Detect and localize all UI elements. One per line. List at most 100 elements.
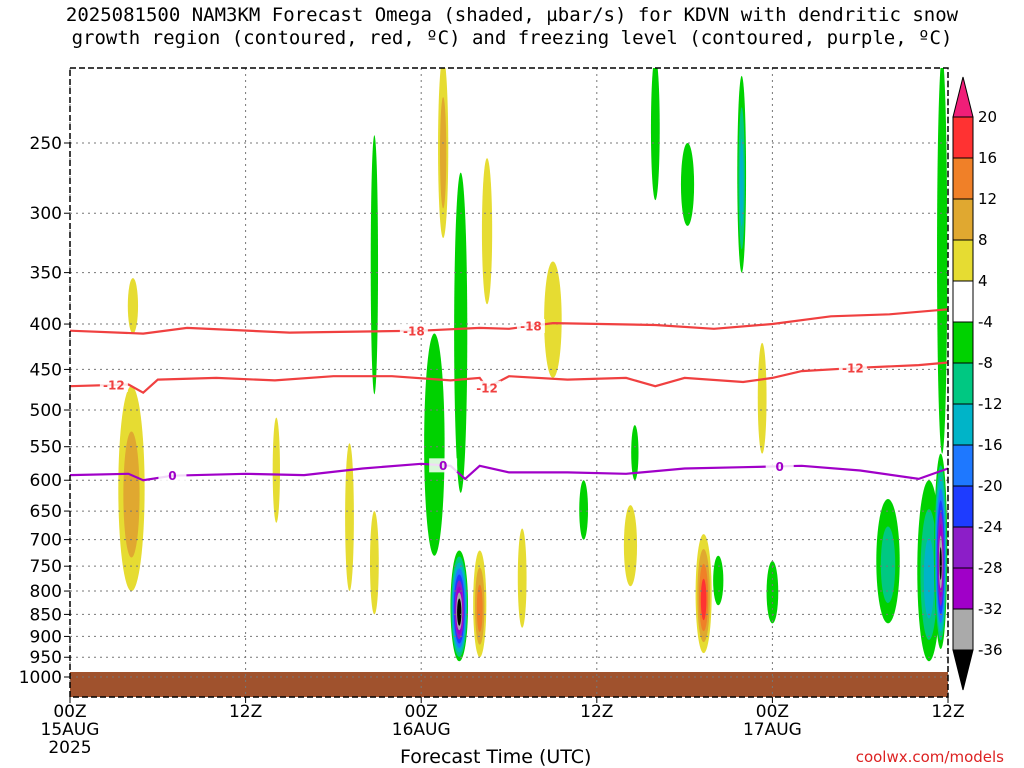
ytick-label: 900 [30, 627, 62, 647]
colorbar-bin [952, 239, 974, 282]
contour-line [70, 361, 948, 395]
contour-label: -12 [842, 362, 864, 376]
colorbar-bin [952, 198, 974, 241]
colorbar-bin [952, 567, 974, 610]
omega-shade [123, 431, 140, 558]
title-line-1: 2025081500 NAM3KM Forecast Omega (shaded… [65, 4, 959, 26]
omega-shade [439, 97, 447, 209]
omega-cell [631, 425, 639, 481]
title-line-2: growth region (contoured, red, ºC) and f… [71, 27, 953, 49]
ytick-label: 500 [30, 401, 62, 421]
contour-line [70, 462, 948, 482]
omega-shade [544, 261, 562, 378]
omega-cell [272, 417, 280, 523]
ytick-label: 450 [30, 360, 62, 380]
omega-cell [766, 561, 779, 624]
omega-shade [127, 278, 139, 334]
contour-label: 0 [168, 469, 176, 483]
omega-shade [739, 138, 744, 227]
x-axis-title: Forecast Time (UTC) [400, 746, 592, 768]
omega-cell [481, 158, 493, 305]
omega-cell [579, 480, 589, 540]
omega-cell [127, 278, 139, 334]
omega-shade [481, 158, 493, 305]
omega-cell [517, 528, 527, 628]
ytick-label: 250 [30, 134, 62, 154]
omega-cell [544, 261, 562, 378]
chart-title: 2025081500 NAM3KM Forecast Omega (shaded… [0, 4, 1024, 50]
xtick-label: 00Z [53, 702, 86, 722]
ytick-label: 800 [30, 582, 62, 602]
colorbar-bin [952, 362, 974, 405]
contour-label-bg [765, 459, 794, 474]
ytick-label: 850 [30, 605, 62, 625]
colorbar-tick-label: -8 [978, 354, 993, 372]
colorbar-bin [952, 485, 974, 528]
omega-cell [680, 143, 695, 226]
omega-shade [476, 584, 483, 633]
omega-cell [757, 342, 767, 454]
contour-label: -12 [476, 381, 498, 395]
contour-label-bg [399, 323, 428, 338]
omega-cell [438, 68, 449, 239]
xtick-label: 12Z [580, 702, 613, 722]
omega-cell [473, 550, 487, 658]
omega-cell [737, 75, 747, 273]
colorbar-bin [952, 403, 974, 446]
ytick-label: 550 [30, 438, 62, 458]
colorbar-tick-label: -4 [978, 313, 993, 331]
colorbar-bin [952, 444, 974, 487]
colorbar-bin [952, 116, 974, 159]
omega-shade [454, 172, 468, 493]
ytick-label: 950 [30, 648, 62, 668]
omega-cell [345, 443, 354, 592]
colorbar-tick-label: 8 [978, 231, 988, 249]
ytick-label: 350 [30, 264, 62, 284]
ytick-label: 400 [30, 315, 62, 335]
omega-shade [272, 417, 280, 523]
credit-link[interactable]: coolwx.com/models [855, 748, 1004, 766]
omega-cell [695, 534, 712, 654]
colorbar-tick-label: -16 [978, 436, 1003, 454]
omega-shade [766, 561, 779, 624]
ytick-label: 300 [30, 204, 62, 224]
xtick-label: 12Z [931, 702, 964, 722]
colorbar-bin [952, 608, 974, 651]
colorbar-bin [952, 280, 974, 323]
colorbar-tick-label: -32 [978, 600, 1003, 618]
omega-cell [876, 499, 900, 624]
colorbar-tick-label: 4 [978, 272, 988, 290]
omega-cell [934, 453, 948, 650]
xtick-label: 00Z [756, 702, 789, 722]
contour-line [70, 308, 948, 335]
omega-cell [369, 511, 379, 615]
omega-cell [713, 555, 724, 606]
omega-cell [623, 505, 638, 587]
omega-shade [457, 604, 461, 622]
colorbar-bin [952, 321, 974, 364]
omega-shade [517, 528, 527, 628]
contour-label: -18 [520, 319, 542, 333]
contour-label: 0 [776, 460, 784, 474]
xtick-date: 16AUG [392, 720, 451, 740]
plot-frame [69, 67, 949, 698]
omega-cell [370, 135, 379, 395]
xtick-year: 2025 [48, 738, 91, 758]
xtick-date: 17AUG [743, 720, 802, 740]
colorbar-tick-label: 16 [978, 149, 997, 167]
contour-label: -18 [403, 324, 425, 338]
contour-label-bg [516, 318, 545, 333]
colorbar-arrow-high [952, 76, 974, 118]
colorbar-bin [952, 157, 974, 200]
contour-label: 0 [439, 459, 447, 473]
colorbar-arrow-low [952, 649, 974, 691]
omega-shade [424, 333, 445, 556]
colorbar-tick-label: -36 [978, 641, 1003, 659]
contour-label-bg [429, 458, 458, 473]
ytick-label: 1000 [19, 668, 62, 688]
colorbar-tick-label: -28 [978, 559, 1003, 577]
xtick-date: 15AUG [41, 720, 100, 740]
omega-shade [345, 443, 354, 592]
contour-label-bg [99, 377, 128, 392]
colorbar-tick-label: 20 [978, 108, 997, 126]
